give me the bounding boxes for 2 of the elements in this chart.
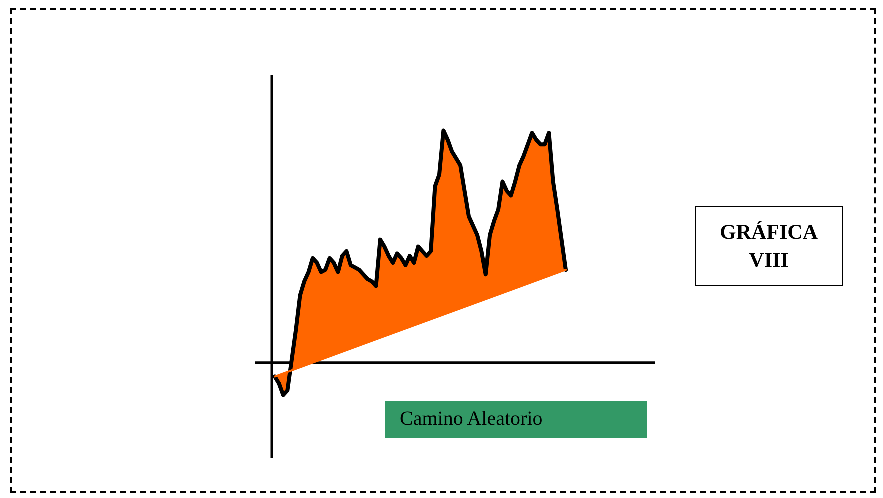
text: GRÁFICA VIII <box>695 206 843 286</box>
text: Camino Aleatorio <box>385 401 647 438</box>
